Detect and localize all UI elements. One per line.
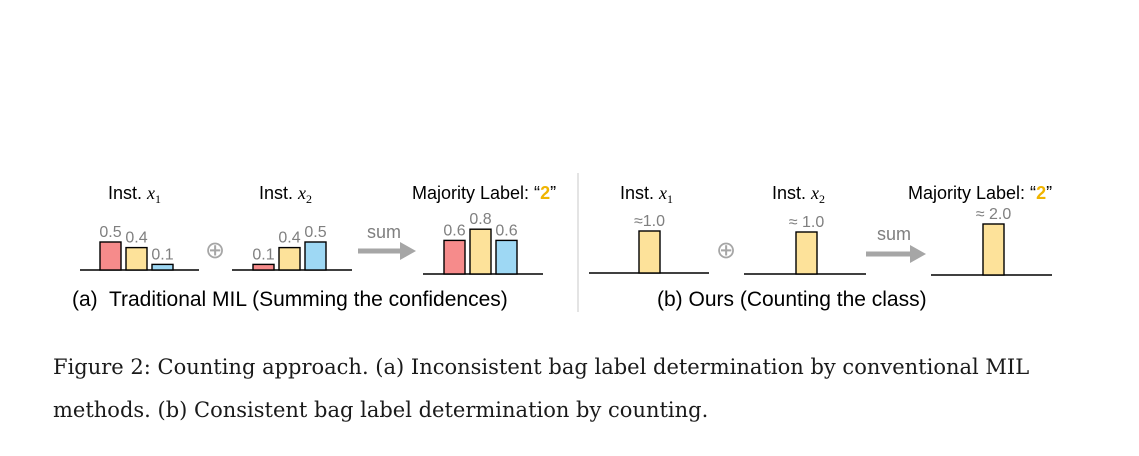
panel-b-inst2-title: Inst. x2: [772, 183, 825, 206]
bar-a-sum-1: [469, 228, 492, 275]
panel-b-arrow-icon: [866, 245, 926, 263]
bar-b-sum-0: [982, 223, 1005, 276]
bar-label-a-inst1-2: 0.1: [151, 246, 173, 263]
panel-a-arrow-label: sum: [367, 222, 401, 242]
bar-b-inst2-0: [795, 231, 818, 275]
panel-a-oplus-icon: ⊕: [205, 237, 225, 264]
panel-b-arrow-label: sum: [877, 224, 911, 244]
bar-a-inst1-0: [99, 241, 122, 271]
bar-label-a-inst2-2: 0.5: [304, 224, 326, 241]
bar-label-a-inst1-1: 0.4: [125, 230, 147, 247]
panel-a-caption: (a) Traditional MIL (Summing the confide…: [72, 288, 508, 311]
bar-label-a-inst2-1: 0.4: [278, 230, 300, 247]
panel-b-inst1-title: Inst. x1: [620, 183, 673, 206]
bar-label-a-sum-0: 0.6: [443, 222, 465, 239]
bar-a-sum-0: [443, 239, 466, 275]
bar-a-inst2-1: [278, 246, 301, 271]
bar-a-sum-2: [495, 239, 518, 275]
bar-label-b-inst2-0: ≈ 1.0: [789, 214, 825, 231]
panel-b-caption: (b) Ours (Counting the class): [657, 288, 927, 311]
panel-b-result-title: Majority Label: “2”: [908, 183, 1052, 203]
bar-label-a-sum-2: 0.6: [495, 222, 517, 239]
bar-a-inst1-2: [151, 263, 174, 271]
panel-a-result-title: Majority Label: “2”: [412, 183, 556, 203]
panel-a-arrow-icon: [358, 242, 416, 260]
bar-b-inst1-0: [638, 230, 661, 274]
bar-marks: 0.5 0.40.1 0.10.4 0.5 0.60.80.6≈1.0 ≈ 1.0 ≈ 2.…: [80, 206, 1052, 276]
panel-b-oplus-icon: ⊕: [716, 237, 736, 264]
bar-a-inst1-1: [125, 246, 148, 271]
bar-label-a-inst1-0: 0.5: [99, 224, 121, 241]
bar-a-inst2-2: [304, 241, 327, 271]
bar-label-b-sum-0: ≈ 2.0: [976, 206, 1012, 223]
panel-a-inst2-title: Inst. x2: [259, 183, 312, 206]
bar-label-a-sum-1: 0.8: [469, 211, 491, 228]
bar-a-inst2-0: [252, 263, 275, 271]
bar-label-a-inst2-0: 0.1: [252, 246, 274, 263]
panel-a-inst1-title: Inst. x1: [108, 183, 161, 206]
bar-label-b-inst1-0: ≈1.0: [634, 213, 665, 230]
figure-caption: Figure 2: Counting approach. (a) Inconsi…: [53, 355, 1030, 422]
